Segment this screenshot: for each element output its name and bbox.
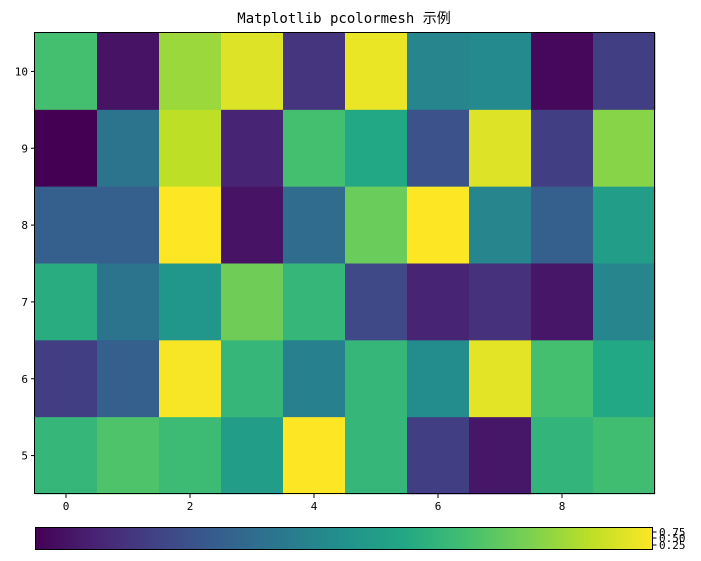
- heatmap-cell: [469, 33, 532, 111]
- heatmap-cell: [345, 33, 408, 111]
- heatmap-cell: [35, 109, 98, 187]
- y-tick-label: 6: [21, 373, 28, 386]
- x-tick-label: 2: [187, 500, 194, 513]
- x-axis: 0 2 4 6 8: [63, 494, 566, 513]
- x-tick-label: 0: [63, 500, 70, 513]
- heatmap-cell: [97, 186, 160, 264]
- heatmap-cell: [35, 186, 98, 264]
- heatmap-cell: [469, 186, 532, 264]
- heatmap-cell: [531, 417, 594, 495]
- heatmap-cell: [407, 109, 470, 187]
- y-tick-label: 8: [21, 219, 28, 232]
- heatmap-cell: [593, 109, 656, 187]
- heatmap-cell: [593, 33, 656, 111]
- plot-frame: [34, 32, 655, 494]
- heatmap-cell: [469, 340, 532, 418]
- heatmap-cell: [593, 417, 656, 495]
- heatmap-cell: [35, 340, 98, 418]
- y-axis: 5 6 7 8 9 10: [15, 65, 35, 463]
- heatmap-cell: [345, 263, 408, 341]
- x-tick-label: 4: [311, 500, 318, 513]
- heatmap-cell: [593, 263, 656, 341]
- heatmap-cell: [469, 263, 532, 341]
- heatmap-cell: [469, 109, 532, 187]
- heatmap-cell: [97, 340, 160, 418]
- heatmap-cell: [531, 340, 594, 418]
- heatmap-cell: [407, 33, 470, 111]
- heatmap-cell: [531, 186, 594, 264]
- heatmap-cells: [35, 33, 656, 495]
- heatmap-cell: [345, 186, 408, 264]
- heatmap-cell: [407, 340, 470, 418]
- heatmap-cell: [345, 340, 408, 418]
- x-tick-label: 8: [559, 500, 566, 513]
- heatmap-cell: [345, 109, 408, 187]
- heatmap-cell: [221, 417, 284, 495]
- heatmap-cell: [97, 417, 160, 495]
- heatmap-cell: [159, 33, 222, 111]
- heatmap-cell: [97, 33, 160, 111]
- heatmap-cell: [283, 109, 346, 187]
- heatmap-cell: [221, 109, 284, 187]
- heatmap-cell: [531, 109, 594, 187]
- y-tick-label: 5: [21, 450, 28, 463]
- heatmap-cell: [283, 186, 346, 264]
- heatmap-cell: [159, 340, 222, 418]
- heatmap-cell: [283, 263, 346, 341]
- heatmap-cell: [35, 33, 98, 111]
- heatmap-cell: [469, 417, 532, 495]
- colorbar-tick-label: 0.75: [659, 526, 686, 539]
- colorbar-tick-label: 0.25: [659, 539, 686, 552]
- heatmap-cell: [283, 33, 346, 111]
- x-tick-label: 6: [435, 500, 442, 513]
- heatmap-cell: [593, 186, 656, 264]
- heatmap-cell: [159, 109, 222, 187]
- heatmap-cell: [531, 33, 594, 111]
- heatmap-cell: [35, 263, 98, 341]
- heatmap-cell: [159, 263, 222, 341]
- heatmap-cell: [407, 417, 470, 495]
- colorbar-tick-label: 0.50: [659, 532, 686, 545]
- heatmap-cell: [345, 417, 408, 495]
- heatmap-cell: [97, 109, 160, 187]
- heatmap-cell: [221, 186, 284, 264]
- heatmap-cell: [221, 340, 284, 418]
- heatmap-cell: [531, 263, 594, 341]
- heatmap-cell: [97, 263, 160, 341]
- y-tick-label: 9: [21, 142, 28, 155]
- heatmap-cell: [407, 186, 470, 264]
- heatmap-cell: [593, 340, 656, 418]
- heatmap-cell: [283, 340, 346, 418]
- heatmap-cell: [283, 417, 346, 495]
- colorbar: 0.750.500.25: [35, 526, 686, 552]
- heatmap-cell: [221, 263, 284, 341]
- y-tick-label: 10: [15, 65, 28, 78]
- heatmap-cell: [159, 417, 222, 495]
- heatmap-cell: [407, 263, 470, 341]
- chart-title: Matplotlib pcolormesh 示例: [237, 11, 450, 27]
- y-tick-label: 7: [21, 296, 28, 309]
- heatmap-cell: [35, 417, 98, 495]
- colorbar-gradient: [35, 527, 653, 550]
- heatmap-cell: [221, 33, 284, 111]
- heatmap-cell: [159, 186, 222, 264]
